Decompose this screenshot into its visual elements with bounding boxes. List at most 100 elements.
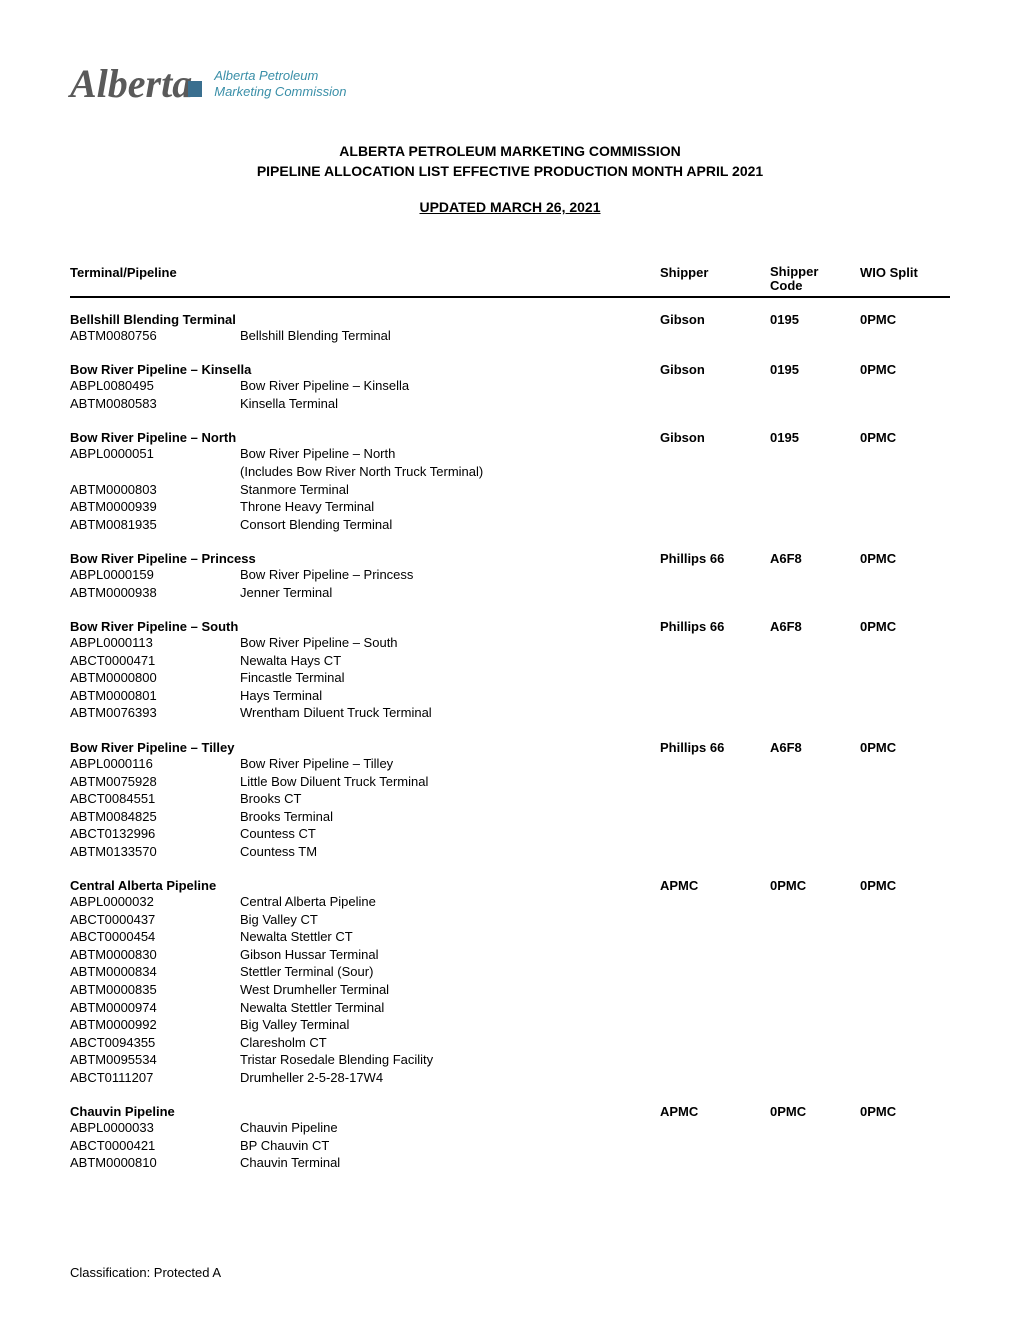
row-desc: Newalta Stettler Terminal: [240, 999, 660, 1017]
table-row: ABCT0111207Drumheller 2-5-28-17W4: [70, 1069, 950, 1087]
table-row: ABTM0000810Chauvin Terminal: [70, 1154, 950, 1172]
section-code: A6F8: [770, 619, 860, 634]
row-desc: Newalta Hays CT: [240, 652, 660, 670]
row-desc: Jenner Terminal: [240, 584, 660, 602]
header-shipper-code-l1: Shipper: [770, 265, 818, 279]
row-desc: West Drumheller Terminal: [240, 981, 660, 999]
table-row: (Includes Bow River North Truck Terminal…: [70, 463, 950, 481]
row-desc: Chauvin Pipeline: [240, 1119, 660, 1137]
section-code: A6F8: [770, 551, 860, 566]
table-row: ABTM0084825Brooks Terminal: [70, 808, 950, 826]
section-shipper: Phillips 66: [660, 619, 770, 634]
table-row: ABPL0000159Bow River Pipeline – Princess: [70, 566, 950, 584]
row-id: ABTM0000803: [70, 481, 240, 499]
row-desc: Throne Heavy Terminal: [240, 498, 660, 516]
row-desc: Bow River Pipeline – Kinsella: [240, 377, 660, 395]
row-id: ABTM0000800: [70, 669, 240, 687]
section-desc-spacer: [240, 1104, 660, 1119]
section-wio: 0PMC: [860, 740, 950, 755]
section-desc-spacer: [240, 878, 660, 893]
row-id: ABCT0000421: [70, 1137, 240, 1155]
row-id: ABTM0080756: [70, 327, 240, 345]
row-id: ABPL0000033: [70, 1119, 240, 1137]
section-name: Bow River Pipeline – Princess: [70, 551, 256, 566]
section: Bellshill Blending TerminalGibson01950PM…: [70, 312, 950, 345]
header-terminal: Terminal/Pipeline: [70, 265, 240, 294]
section-desc-spacer: [256, 551, 660, 566]
footer-classification: Classification: Protected A: [70, 1265, 221, 1280]
logo-area: Alberta Alberta Petroleum Marketing Comm…: [70, 60, 950, 107]
section-name: Bow River Pipeline – Kinsella: [70, 362, 251, 377]
section-head: Bow River Pipeline – PrincessPhillips 66…: [70, 551, 950, 566]
row-id: ABTM0000830: [70, 946, 240, 964]
section-wio: 0PMC: [860, 312, 950, 327]
row-id: ABTM0000834: [70, 963, 240, 981]
section-head: Bow River Pipeline – KinsellaGibson01950…: [70, 362, 950, 377]
row-id: ABTM0075928: [70, 773, 240, 791]
row-id: ABTM0133570: [70, 843, 240, 861]
section: Bow River Pipeline – South Phillips 66A6F…: [70, 619, 950, 722]
section-code: 0PMC: [770, 878, 860, 893]
section-shipper: APMC: [660, 878, 770, 893]
table-row: ABPL0000116Bow River Pipeline – Tilley: [70, 755, 950, 773]
row-desc: BP Chauvin CT: [240, 1137, 660, 1155]
section-wio: 0PMC: [860, 430, 950, 445]
row-id: ABPL0000159: [70, 566, 240, 584]
section-code: 0195: [770, 430, 860, 445]
row-id: ABTM0081935: [70, 516, 240, 534]
section-name: Central Alberta Pipeline: [70, 878, 240, 893]
table-row: ABCT0094355Claresholm CT: [70, 1034, 950, 1052]
section-wio: 0PMC: [860, 551, 950, 566]
section-desc-spacer: [240, 312, 660, 327]
table-row: ABCT0000437Big Valley CT: [70, 911, 950, 929]
section-desc-spacer: [251, 362, 660, 377]
table-row: ABTM0076393Wrentham Diluent Truck Termin…: [70, 704, 950, 722]
section-head: Chauvin PipelineAPMC0PMC0PMC: [70, 1104, 950, 1119]
alberta-wordmark: Alberta: [70, 60, 202, 107]
row-desc: Bow River Pipeline – Tilley: [240, 755, 660, 773]
section: Central Alberta PipelineAPMC0PMC0PMCABPL…: [70, 878, 950, 1086]
title-line1: ALBERTA PETROLEUM MARKETING COMMISSION: [70, 142, 950, 162]
alberta-block-icon: [188, 81, 202, 97]
header-shipper: Shipper: [660, 265, 770, 294]
section-head: Bellshill Blending TerminalGibson01950PM…: [70, 312, 950, 327]
row-id: ABTM0000974: [70, 999, 240, 1017]
row-desc: Bow River Pipeline – Princess: [240, 566, 660, 584]
section-code: 0195: [770, 312, 860, 327]
row-id: ABCT0132996: [70, 825, 240, 843]
section-desc-spacer: [240, 619, 660, 634]
table-row: ABTM0133570Countess TM: [70, 843, 950, 861]
section-name: Bellshill Blending Terminal: [70, 312, 240, 327]
title-updated: UPDATED MARCH 26, 2021: [70, 199, 950, 215]
table-row: ABCT0000421BP Chauvin CT: [70, 1137, 950, 1155]
section-code: 0PMC: [770, 1104, 860, 1119]
table-row: ABTM0000974Newalta Stettler Terminal: [70, 999, 950, 1017]
row-desc: Gibson Hussar Terminal: [240, 946, 660, 964]
row-desc: Chauvin Terminal: [240, 1154, 660, 1172]
section: Bow River Pipeline – North Gibson01950PMC…: [70, 430, 950, 533]
section-desc-spacer: [240, 430, 660, 445]
row-id: ABPL0000113: [70, 634, 240, 652]
section-shipper: Gibson: [660, 430, 770, 445]
row-desc: Brooks CT: [240, 790, 660, 808]
table-row: ABPL0000051Bow River Pipeline – North: [70, 445, 950, 463]
row-desc: Kinsella Terminal: [240, 395, 660, 413]
table-header: Terminal/Pipeline Shipper Shipper Code W…: [70, 265, 950, 298]
section: Bow River Pipeline – PrincessPhillips 66…: [70, 551, 950, 601]
row-id: ABTM0000939: [70, 498, 240, 516]
row-id: [70, 463, 240, 481]
section-name: Chauvin Pipeline: [70, 1104, 240, 1119]
section-shipper: Gibson: [660, 362, 770, 377]
section-code: 0195: [770, 362, 860, 377]
sections-container: Bellshill Blending TerminalGibson01950PM…: [70, 312, 950, 1172]
row-id: ABPL0000051: [70, 445, 240, 463]
section-name: Bow River Pipeline – South: [70, 619, 240, 634]
section-shipper: Phillips 66: [660, 740, 770, 755]
table-row: ABTM0095534Tristar Rosedale Blending Fac…: [70, 1051, 950, 1069]
row-desc: Newalta Stettler CT: [240, 928, 660, 946]
row-id: ABCT0094355: [70, 1034, 240, 1052]
row-desc: Little Bow Diluent Truck Terminal: [240, 773, 660, 791]
section-name: Bow River Pipeline – North: [70, 430, 240, 445]
section-head: Bow River Pipeline – TilleyPhillips 66A6…: [70, 740, 950, 755]
table-row: ABPL0080495Bow River Pipeline – Kinsella: [70, 377, 950, 395]
